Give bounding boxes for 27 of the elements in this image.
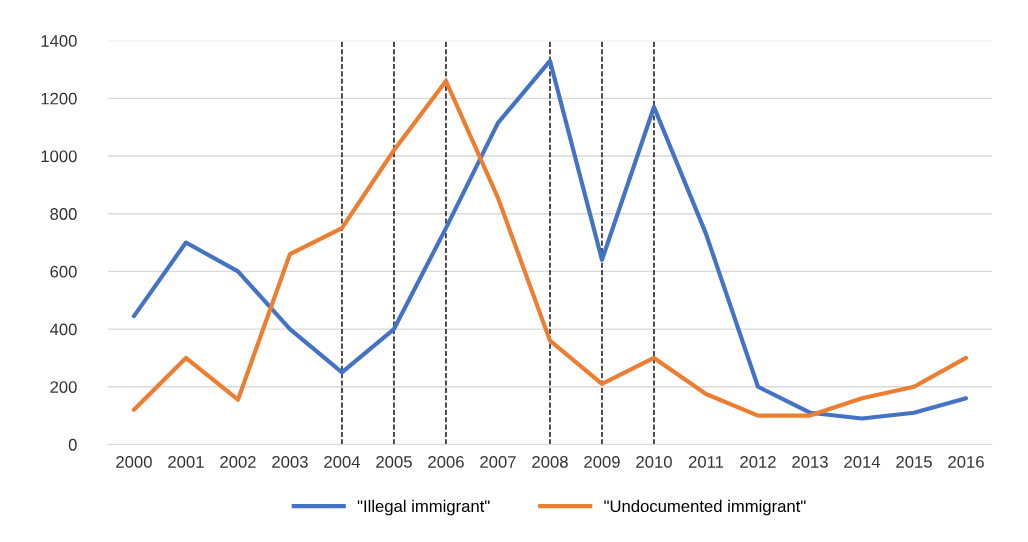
y-tick-label: 400 [49,323,77,336]
legend-label: "Undocumented immigrant" [604,499,806,516]
x-tick-label: 2008 [532,455,568,468]
x-tick-label: 2002 [220,455,256,468]
y-tick-label: 600 [50,265,77,278]
x-tick-label: 2014 [844,455,881,468]
x-tick-label: 2009 [584,455,620,468]
legend-label: "Illegal immigrant" [357,499,490,516]
y-tick-label: 0 [68,438,77,451]
x-tick-label: 2007 [480,455,516,468]
x-tick-label: 2011 [688,455,724,468]
x-tick-label: 2016 [948,455,984,468]
x-tick-label: 2006 [428,455,464,468]
x-tick-label: 2015 [896,455,932,468]
x-tick-label: 2012 [740,455,776,468]
y-tick-label: 1400 [41,35,77,47]
x-tick-label: 2004 [324,455,361,468]
y-tick-label: 1200 [41,92,77,105]
y-tick-label: 1000 [41,150,77,163]
x-tick-label: 2005 [376,455,412,468]
x-tick-label: 2000 [116,455,152,468]
x-tick-label: 2013 [792,455,828,468]
x-tick-label: 2010 [636,455,672,468]
y-tick-label: 800 [50,208,77,220]
y-tick-label: 200 [50,381,77,393]
x-tick-label: 2001 [168,455,204,468]
x-tick-label: 2003 [272,455,308,468]
